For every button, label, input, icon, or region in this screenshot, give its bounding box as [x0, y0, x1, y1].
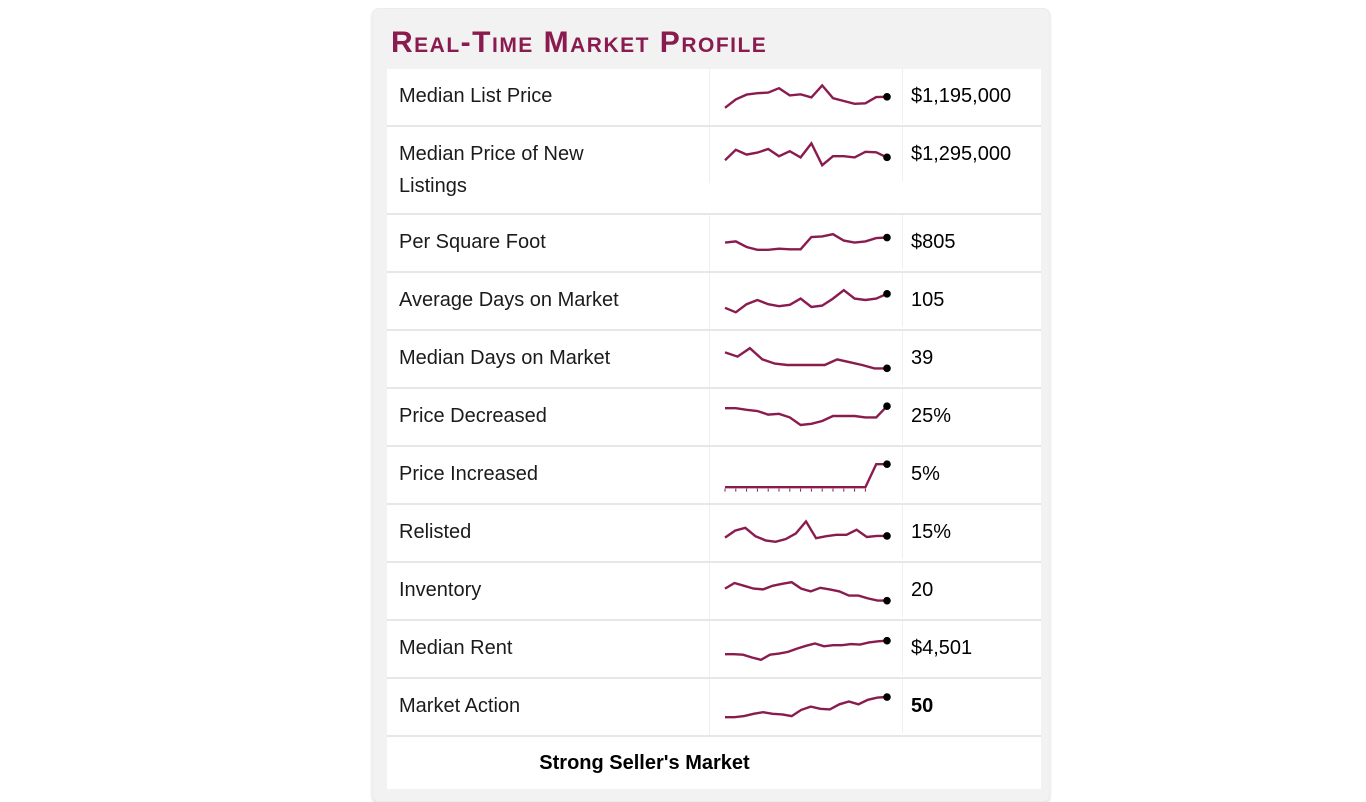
sparkline — [725, 636, 891, 662]
metric-value: 15% — [902, 505, 1041, 559]
market-profile-card: Real-Time Market Profile Median List Pri… — [372, 8, 1050, 802]
sparkline-path — [724, 580, 887, 602]
metric-row: Average Days on Market 105 — [387, 273, 1041, 331]
card-title: Real-Time Market Profile — [391, 26, 768, 59]
current-value-dot — [883, 693, 891, 701]
current-value-dot — [883, 153, 891, 162]
metric-row: Median Rent $4,501 — [387, 621, 1041, 679]
metric-label: Price Increased — [399, 463, 538, 485]
metric-label: Price Decreased — [399, 405, 547, 427]
metric-label: Inventory — [399, 579, 482, 601]
metric-row: Price Increased 5% — [387, 447, 1041, 505]
current-value-dot — [883, 402, 891, 410]
metric-row: Price Decreased 25% — [387, 389, 1041, 447]
metric-row: Market Action 50 — [387, 679, 1041, 735]
sparkline — [724, 232, 891, 251]
sparkline-path — [724, 346, 887, 370]
sparkline-path — [725, 405, 888, 427]
metric-value: 20 — [902, 563, 1041, 617]
metric-row: Per Square Foot $805 — [387, 215, 1041, 273]
metrics-table: Median List Price $1,195,000 Median Pric… — [387, 69, 1041, 735]
metric-value: 50 — [902, 679, 1041, 733]
metric-value: $805 — [902, 215, 1041, 269]
metric-label: Per Square Foot — [399, 231, 546, 253]
sparkline-path — [724, 232, 888, 251]
metric-row: Median Price of New Listings $1,295,000 — [387, 127, 1041, 215]
metric-label: Median List Price — [399, 85, 553, 107]
metric-value: 25% — [902, 389, 1041, 443]
current-value-dot — [883, 233, 891, 242]
sparkline — [724, 346, 891, 373]
metric-sparkline-cell — [709, 215, 902, 271]
sparkline-path — [725, 462, 887, 489]
metric-value: 5% — [902, 447, 1041, 501]
metric-sparkline-cell — [709, 505, 902, 561]
metric-value: 105 — [902, 273, 1041, 327]
metric-value: $1,295,000 — [902, 127, 1041, 181]
sparkline — [724, 460, 891, 492]
current-value-dot — [883, 290, 891, 298]
sparkline-path — [725, 639, 888, 662]
metric-row: Median Days on Market 39 — [387, 331, 1041, 389]
metric-value: $4,501 — [902, 621, 1041, 675]
metric-sparkline-cell — [709, 127, 902, 183]
sparkline-path — [724, 83, 888, 109]
metric-sparkline-cell — [709, 679, 902, 735]
metric-row: Median List Price $1,195,000 — [387, 69, 1041, 127]
metric-label: Relisted — [399, 521, 472, 543]
metric-row: Relisted 15% — [387, 505, 1041, 563]
sparkline-path — [724, 288, 888, 314]
metric-label: Average Days on Market — [399, 289, 619, 311]
sparkline — [725, 693, 891, 719]
sparkline — [724, 519, 891, 544]
sparkline — [724, 141, 891, 168]
metric-sparkline-cell — [709, 273, 902, 329]
current-value-dot — [883, 93, 891, 101]
sparkline-path — [725, 695, 888, 719]
metric-sparkline-cell — [709, 69, 902, 125]
current-value-dot — [883, 460, 891, 468]
metric-value: 39 — [902, 331, 1041, 385]
current-value-dot — [883, 596, 891, 605]
metric-label: Median Price of New Listings — [399, 143, 584, 197]
sparkline-path — [724, 141, 888, 168]
market-status-row: Strong Seller's Market — [387, 735, 1041, 789]
sparkline — [724, 288, 891, 314]
metric-sparkline-cell — [709, 331, 902, 387]
current-value-dot — [883, 636, 891, 645]
metric-label: Market Action — [399, 695, 521, 717]
metric-label: Median Rent — [399, 637, 513, 659]
sparkline — [725, 402, 891, 427]
current-value-dot — [883, 532, 891, 540]
sparkline-path — [724, 519, 887, 544]
metric-sparkline-cell — [709, 563, 902, 619]
metric-label: Median Days on Market — [399, 347, 611, 369]
metric-sparkline-cell — [709, 621, 902, 677]
metric-value: $1,195,000 — [902, 69, 1041, 123]
sparkline — [724, 580, 891, 605]
metric-sparkline-cell — [709, 447, 902, 503]
market-status-label: Strong Seller's Market — [539, 752, 750, 774]
sparkline — [724, 83, 891, 109]
metric-row: Inventory 20 — [387, 563, 1041, 621]
current-value-dot — [883, 364, 891, 373]
metric-sparkline-cell — [709, 389, 902, 445]
